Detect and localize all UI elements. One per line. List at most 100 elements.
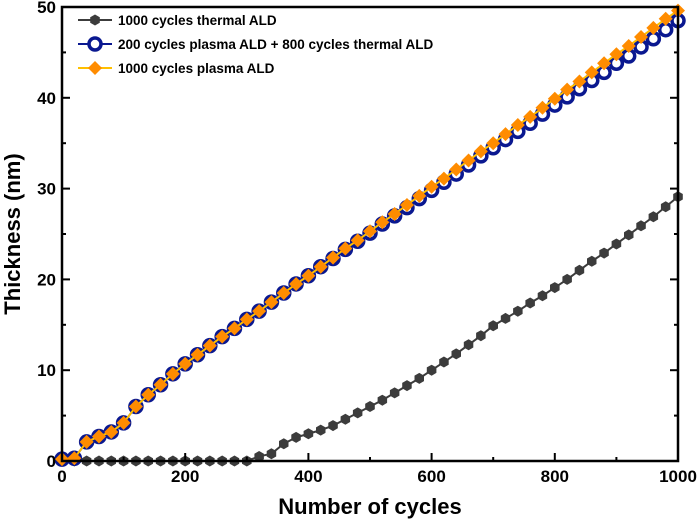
data-point-plasma [215, 329, 230, 344]
data-point-thermal [389, 387, 400, 399]
y-tick-label: 20 [37, 270, 56, 289]
x-tick-label: 0 [57, 467, 66, 486]
data-point-plasma [289, 276, 304, 291]
data-point-plasma [350, 233, 365, 248]
data-point-plasma [252, 304, 267, 319]
data-point-plasma [153, 377, 168, 392]
data-point-thermal [316, 424, 326, 436]
data-point-thermal [279, 438, 289, 450]
data-point-thermal [328, 420, 338, 432]
data-point-plasma [116, 415, 131, 430]
data-point-thermal [636, 220, 646, 232]
legend: 1000 cycles thermal ALD 200 cycles plasm… [78, 13, 434, 76]
data-point-thermal [352, 407, 363, 419]
data-point-plasma [363, 224, 377, 239]
data-point-plasma [424, 179, 439, 194]
data-point-plasma [264, 295, 279, 310]
y-tick-label: 0 [47, 452, 56, 471]
data-point-thermal [513, 305, 523, 317]
data-point-plasma [79, 434, 94, 449]
data-point-thermal [624, 229, 634, 241]
data-point-thermal [587, 255, 597, 267]
data-point-plasma [597, 56, 612, 71]
data-point-plasma [473, 144, 488, 159]
x-tick-label: 1000 [659, 467, 697, 486]
data-point-plasma [486, 136, 501, 151]
data-point-plasma [399, 197, 414, 212]
data-point-plasma [301, 268, 316, 283]
legend-marker-mixed [87, 36, 103, 52]
data-point-plasma [141, 387, 156, 402]
axis-ticks: 0 200 400 600 800 1000 0 10 20 30 40 50 [37, 0, 697, 486]
data-point-thermal [463, 339, 474, 351]
data-point-plasma [584, 65, 599, 80]
data-point-plasma [91, 429, 106, 444]
data-point-plasma [375, 215, 390, 230]
data-point-plasma [646, 20, 661, 35]
data-point-thermal [476, 330, 486, 342]
legend-marker-plasma [88, 61, 102, 75]
data-point-thermal [451, 348, 461, 360]
data-point-thermal [648, 211, 659, 223]
data-point-thermal [439, 356, 449, 368]
data-point-thermal [562, 273, 572, 285]
data-point-thermal [303, 428, 314, 440]
legend-label-thermal: 1000 cycles thermal ALD [118, 13, 277, 28]
data-point-thermal [550, 282, 560, 294]
legend-label-plasma: 1000 cycles plasma ALD [118, 61, 275, 76]
data-point-plasma [634, 29, 649, 44]
data-point-plasma [338, 241, 353, 256]
data-point-thermal [377, 394, 388, 406]
data-point-thermal [611, 238, 622, 250]
data-point-plasma [202, 338, 217, 353]
x-tick-label: 400 [294, 467, 322, 486]
data-point-thermal [365, 401, 375, 412]
data-point-thermal [599, 247, 609, 259]
y-tick-label: 10 [37, 361, 56, 380]
data-point-plasma [104, 424, 119, 439]
y-tick-label: 30 [37, 180, 56, 199]
data-point-thermal [488, 320, 498, 332]
data-point-plasma [165, 366, 180, 381]
data-point-thermal [500, 312, 511, 324]
data-point-thermal [537, 290, 548, 302]
data-point-plasma [523, 109, 538, 124]
x-tick-label: 600 [417, 467, 445, 486]
x-axis-label: Number of cycles [278, 494, 461, 519]
data-point-thermal [414, 372, 424, 384]
x-tick-label: 200 [171, 467, 199, 486]
data-point-plasma [326, 250, 341, 265]
data-point-thermal [254, 451, 264, 462]
data-point-plasma [227, 321, 242, 336]
legend-label-mixed: 200 cycles plasma ALD + 800 cycles therm… [118, 37, 434, 52]
data-point-plasma [547, 91, 562, 106]
y-tick-label: 50 [37, 0, 56, 17]
data-point-plasma [572, 74, 587, 89]
data-point-plasma [498, 127, 513, 142]
data-point-thermal [266, 448, 277, 460]
data-point-thermal [574, 264, 585, 276]
y-tick-label: 40 [37, 89, 56, 108]
data-point-plasma [658, 11, 673, 26]
data-point-plasma [387, 207, 402, 222]
data-point-thermal [525, 297, 535, 309]
data-point-thermal [291, 431, 301, 443]
data-point-plasma [436, 171, 451, 186]
data-point-thermal [340, 413, 351, 425]
data-point-plasma [178, 356, 193, 371]
data-point-plasma [621, 39, 636, 54]
data-point-plasma [412, 188, 427, 203]
data-point-plasma [609, 47, 624, 62]
data-point-plasma [461, 153, 476, 168]
data-point-thermal [426, 364, 437, 376]
data-point-plasma [239, 312, 254, 327]
legend-marker-thermal [90, 14, 100, 26]
y-axis-label: Thickness (nm) [0, 153, 25, 314]
x-tick-label: 800 [541, 467, 569, 486]
data-point-plasma [276, 286, 291, 301]
data-point-thermal [660, 201, 671, 213]
data-point-plasma [449, 162, 464, 177]
data-point-plasma [535, 100, 550, 115]
data-point-plasma [510, 118, 525, 133]
